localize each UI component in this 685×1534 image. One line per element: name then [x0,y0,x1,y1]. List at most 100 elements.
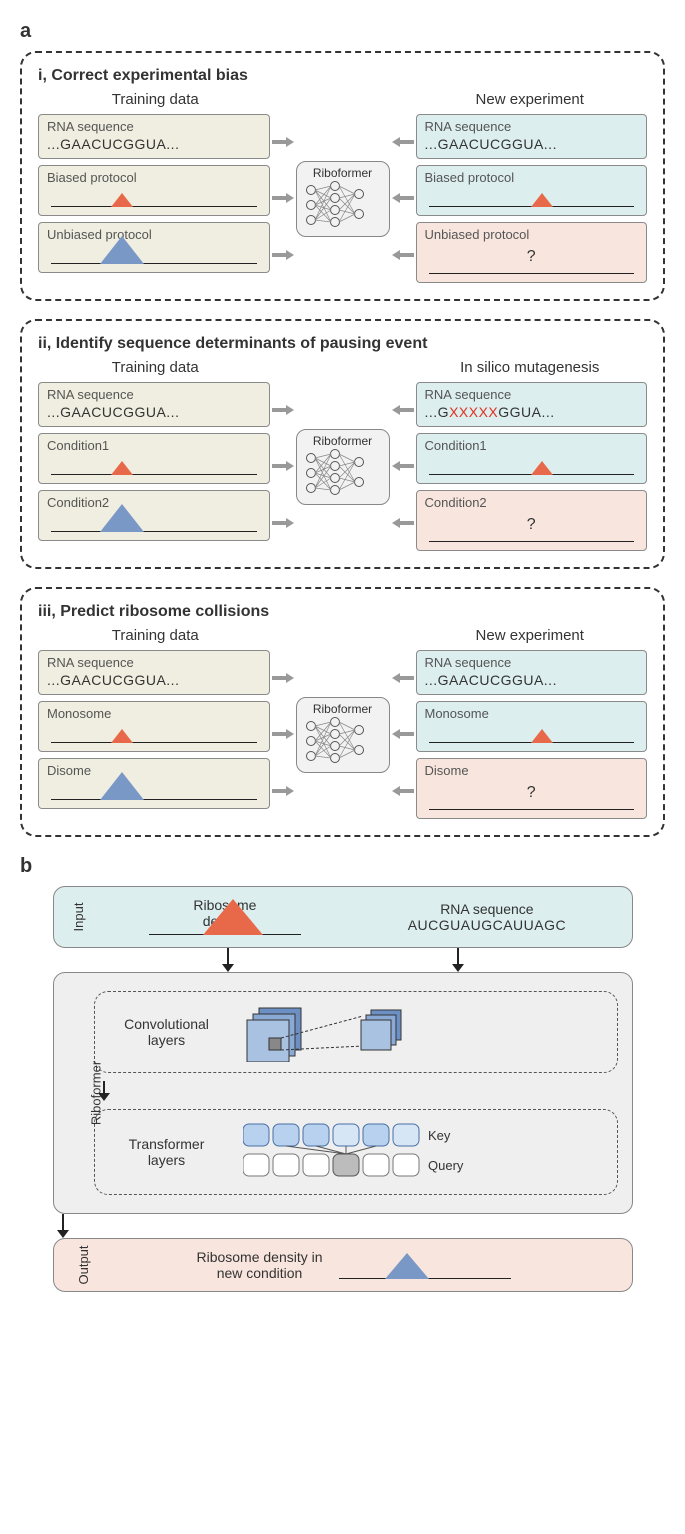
box-title: RNA sequence [47,119,261,134]
arrow-icon [392,673,414,683]
arrow-icon [272,673,294,683]
riboformer-label: Riboformer [301,434,385,448]
arrow-icon [272,786,294,796]
arrow-icon [392,729,414,739]
arrow-icon [272,250,294,260]
box-title: RNA sequence [425,387,639,402]
arrow-icon [392,405,414,415]
data-box: Condition2? [416,490,648,551]
section-b-container: Input Ribosome density RNA sequence AUCG… [53,886,633,1292]
arrow-down-icon [53,1214,73,1238]
riboformer-side-label: Riboformer [88,1061,103,1125]
riboformer-label: Riboformer [301,702,385,716]
arrow-icon [272,193,294,203]
input-block: Input Ribosome density RNA sequence AUCG… [53,886,633,948]
data-box: RNA sequence...GAACUCGGUA... [416,114,648,159]
arrow-icon [392,137,414,147]
arrow-icon [272,461,294,471]
question-mark: ? [425,510,639,536]
data-box: Unbiased protocol? [416,222,648,283]
arrow-icon [392,250,414,260]
arrow-icon [272,137,294,147]
panel-title: ii, Identify sequence determinants of pa… [38,335,647,353]
box-title: Condition1 [425,438,639,453]
box-title: Condition2 [47,495,261,510]
arrow-down-icon [448,948,468,972]
conv-layers-box: Convolutional layers [94,991,618,1073]
box-title: RNA sequence [425,655,639,670]
left-heading: Training data [38,359,273,376]
arrow-icon [272,405,294,415]
input-side-label: Input [70,903,85,932]
data-box: Disome? [416,758,648,819]
data-box: RNA sequence...GAACUCGGUA... [38,114,270,159]
data-box: RNA sequence...GAACUCGGUA... [38,650,270,695]
sequence-text: ...GAACUCGGUA... [47,402,261,420]
output-side-label: Output [76,1245,91,1284]
riboformer-node: Riboformer [296,697,390,773]
riboformer-block: Riboformer Convolutional layers Transfor… [53,972,633,1214]
box-title: RNA sequence [47,655,261,670]
sequence-text: ...GAACUCGGUA... [47,670,261,688]
panel: i, Correct experimental bias Training da… [20,51,665,301]
arrow-icon [392,193,414,203]
box-title: Monosome [47,706,261,721]
rna-sequence-text: AUCGUAUGCAUUAGC [408,917,566,933]
box-title: Condition2 [425,495,639,510]
section-a-label: a [20,20,665,43]
data-box: RNA sequence...GXXXXXGGUA... [416,382,648,427]
riboformer-node: Riboformer [296,161,390,237]
arrow-icon [392,461,414,471]
arrow-down-icon [218,948,238,972]
left-heading: Training data [38,91,273,108]
right-heading: New experiment [413,627,648,644]
panel-title: i, Correct experimental bias [38,67,647,85]
transformer-layers-box: Transformer layers Key Query [94,1109,618,1195]
panel: iii, Predict ribosome collisions Trainin… [20,587,665,837]
box-title: Disome [425,763,639,778]
data-box: RNA sequence...GAACUCGGUA... [38,382,270,427]
data-box: Disome [38,758,270,809]
right-heading: In silico mutagenesis [413,359,648,376]
svg-text:Key: Key [428,1128,451,1143]
arrow-icon [392,518,414,528]
data-box: Monosome [38,701,270,752]
panel: ii, Identify sequence determinants of pa… [20,319,665,569]
data-box: Biased protocol [416,165,648,216]
data-box: Condition2 [38,490,270,541]
box-title: Monosome [425,706,639,721]
riboformer-label: Riboformer [301,166,385,180]
question-mark: ? [425,242,639,268]
question-mark: ? [425,778,639,804]
section-b-label: b [20,855,665,878]
data-box: RNA sequence...GAACUCGGUA... [416,650,648,695]
panel-title: iii, Predict ribosome collisions [38,603,647,621]
data-box: Biased protocol [38,165,270,216]
data-box: Condition1 [38,433,270,484]
svg-text:Query: Query [428,1158,464,1173]
arrow-icon [392,786,414,796]
rna-sequence-group: RNA sequence AUCGUAUGCAUUAGC [408,901,566,933]
conv-label: Convolutional layers [107,1016,227,1048]
output-label: Ribosome density in new condition [196,1249,322,1281]
box-title: RNA sequence [47,387,261,402]
left-heading: Training data [38,627,273,644]
data-box: Unbiased protocol [38,222,270,273]
box-title: Disome [47,763,261,778]
box-title: Biased protocol [47,170,261,185]
data-box: Monosome [416,701,648,752]
right-heading: New experiment [413,91,648,108]
riboformer-node: Riboformer [296,429,390,505]
sequence-text: ...GXXXXXGGUA... [425,402,639,420]
arrow-icon [272,518,294,528]
box-title: Biased protocol [425,170,639,185]
sequence-text: ...GAACUCGGUA... [47,134,261,152]
arrow-icon [272,729,294,739]
transformer-label: Transformer layers [107,1136,227,1168]
box-title: Unbiased protocol [425,227,639,242]
sequence-text: ...GAACUCGGUA... [425,134,639,152]
sequence-text: ...GAACUCGGUA... [425,670,639,688]
output-block: Output Ribosome density in new condition [53,1238,633,1292]
ribosome-density-group: Ribosome density [145,897,305,937]
box-title: RNA sequence [425,119,639,134]
